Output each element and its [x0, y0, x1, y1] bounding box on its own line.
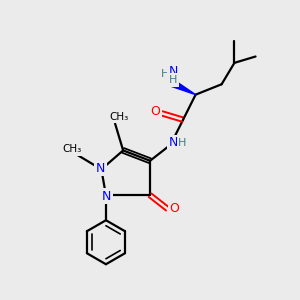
Text: H: H: [178, 138, 187, 148]
Text: CH₃: CH₃: [110, 112, 129, 122]
Text: N: N: [96, 162, 105, 175]
Text: N: N: [169, 64, 178, 77]
Polygon shape: [171, 80, 196, 95]
Text: H: H: [169, 75, 178, 85]
Text: N: N: [169, 136, 178, 149]
Text: H: H: [161, 69, 170, 79]
Text: CH₃: CH₃: [62, 144, 81, 154]
Text: N: N: [102, 190, 112, 203]
Text: O: O: [169, 202, 179, 215]
Text: O: O: [150, 105, 160, 118]
